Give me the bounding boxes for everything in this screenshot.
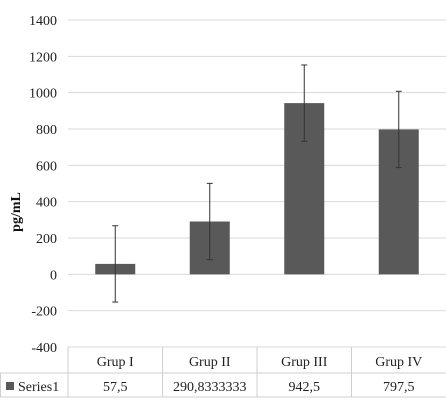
y-tick-label: 200 [36, 232, 57, 247]
y-tick-label: 800 [36, 123, 57, 138]
y-tick-label: 1400 [29, 14, 57, 29]
data-value-label: 797,5 [383, 380, 415, 395]
category-label: Grup II [189, 355, 231, 370]
category-label: Grup IV [375, 355, 422, 370]
category-label: Grup III [281, 355, 328, 370]
y-tick-label: -400 [31, 341, 57, 356]
y-tick-label: 400 [36, 196, 57, 211]
y-tick-label: 1000 [29, 87, 57, 102]
y-axis-ticks: 1400 1200 1000 800 600 400 200 0 -200 -400 [29, 14, 57, 356]
data-value-label: 942,5 [289, 380, 321, 395]
legend-series-name: Series1 [18, 380, 59, 395]
data-table: Grup I 57,5 Grup II 290,8333333 Grup III 942,… [0, 347, 446, 398]
y-tick-label: 0 [50, 268, 57, 283]
y-tick-label: 600 [36, 159, 57, 174]
y-tick-label: 1200 [29, 50, 57, 65]
legend-swatch [6, 382, 14, 390]
category-label: Grup I [97, 355, 134, 370]
y-tick-label: -200 [31, 305, 57, 320]
gridlines [68, 19, 446, 348]
error-bars [112, 64, 402, 303]
data-value-label: 57,5 [103, 380, 128, 395]
data-value-label: 290,8333333 [173, 380, 247, 395]
y-axis-label: pg/mL [9, 192, 24, 232]
